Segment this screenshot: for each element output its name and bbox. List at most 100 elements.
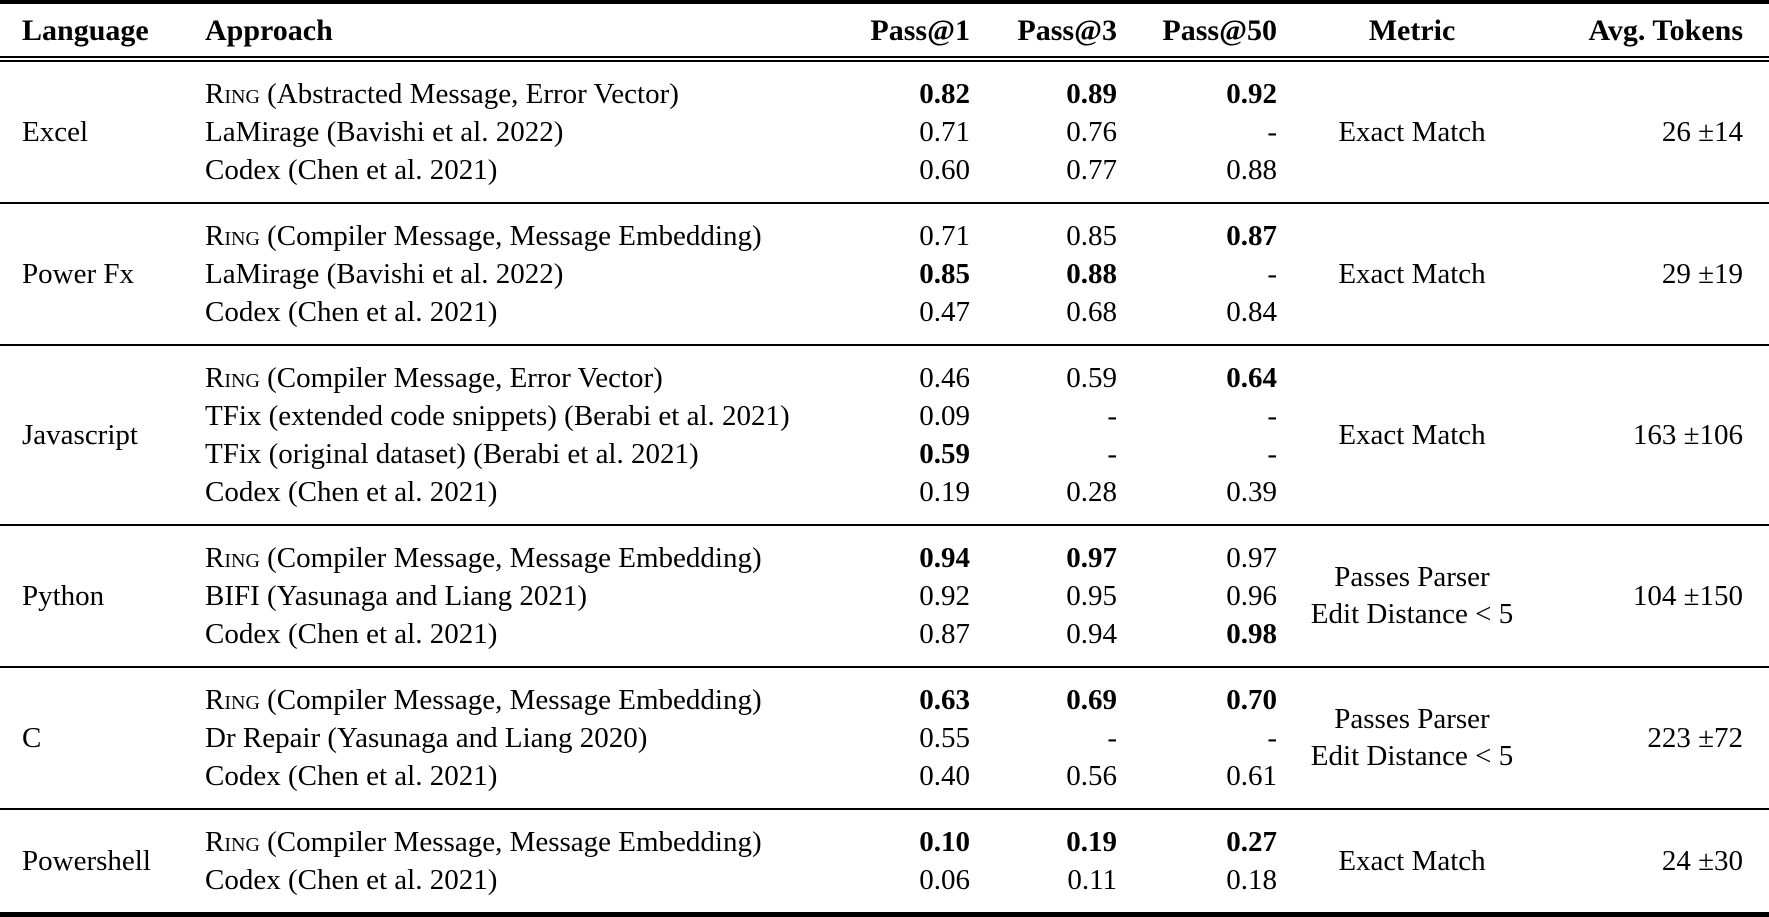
table-row: Dr Repair (Yasunaga and Liang 2020) 0.55 -… xyxy=(0,719,1769,757)
avg-tokens-cell: 26 ±14 xyxy=(1661,116,1743,148)
approach-cell: Ring (Compiler Message, Message Embeddin… xyxy=(185,202,845,255)
approach-cell: Ring (Abstracted Message, Error Vector) xyxy=(205,78,679,110)
approach-cell: Codex (Chen et al. 2021) xyxy=(205,296,498,328)
approach-cell: Ring (Compiler Message, Message Embeddin… xyxy=(185,666,845,719)
approach-cell: LaMirage (Bavishi et al. 2022) xyxy=(205,258,564,290)
table-row: Python Ring (Compiler Message, Message Em… xyxy=(0,524,1769,667)
language-cell: Excel xyxy=(22,116,89,148)
pass50-cell: 0.27 xyxy=(1117,808,1277,861)
avg-tokens-cell: 29 ±19 xyxy=(1547,202,1769,345)
approach-cell: Dr Repair (Yasunaga and Liang 2020) xyxy=(205,722,648,754)
table-row: Excel Ring (Abstracted Message, Error Vec… xyxy=(0,59,1769,148)
pass50-cell: - xyxy=(1267,116,1277,148)
language-cell: C xyxy=(0,666,185,809)
table-row: TFix (original dataset) (Berabi et al. 2… xyxy=(0,435,1769,473)
pass3-cell: 0.89 xyxy=(1066,78,1117,110)
pass1-cell: 0.92 xyxy=(919,580,970,612)
pass50-cell: 0.87 xyxy=(1117,202,1277,255)
pass1-cell: 0.82 xyxy=(919,78,970,110)
metric-cell: Exact Match xyxy=(1277,202,1547,345)
approach-cell: LaMirage (Bavishi et al. 2022) xyxy=(205,116,564,148)
pass1-cell: 0.40 xyxy=(919,760,970,792)
approach-cell: TFix (extended code snippets) (Berabi et… xyxy=(205,400,790,432)
approach-cell: Ring (Compiler Message, Message Embeddin… xyxy=(185,524,845,577)
approach-name-smallcaps: Ring xyxy=(205,826,260,858)
pass3-cell: 0.56 xyxy=(1066,760,1117,792)
avg-tokens-cell: 223 ±72 xyxy=(1547,666,1769,809)
pass1-cell: 0.19 xyxy=(919,476,970,508)
table-row: Codex (Chen et al. 2021) 0.47 0.68 0.84 xyxy=(0,293,1769,345)
metric-cell: Passes Parser Edit Distance < 5 xyxy=(1277,666,1547,809)
pass1-cell: 0.09 xyxy=(919,400,970,432)
language-cell: Python xyxy=(0,524,185,667)
table-body: Excel Ring (Abstracted Message, Error Vec… xyxy=(0,59,1769,912)
table-row: Codex (Chen et al. 2021) 0.06 0.11 0.18 xyxy=(0,861,1769,912)
pass3-cell: - xyxy=(1107,400,1117,432)
pass50-cell: 0.64 xyxy=(1117,344,1277,397)
column-header-pass1: Pass@1 xyxy=(845,4,970,62)
language-cell: Javascript xyxy=(0,344,185,525)
column-header-avg-tokens: Avg. Tokens xyxy=(1547,4,1769,62)
table-row: Codex (Chen et al. 2021) 0.19 0.28 0.39 xyxy=(0,473,1769,525)
approach-name-smallcaps: Ring xyxy=(205,78,260,110)
pass3-cell: 0.97 xyxy=(970,524,1117,577)
column-header-pass50: Pass@50 xyxy=(1117,4,1277,62)
table-row: Power Fx Ring (Compiler Message, Message … xyxy=(0,202,1769,345)
pass50-cell: 0.92 xyxy=(1226,78,1277,110)
pass1-cell: 0.71 xyxy=(845,202,970,255)
pass50-cell: 0.18 xyxy=(1226,864,1277,896)
approach-name-smallcaps: Ring xyxy=(205,220,260,252)
table-row: Codex (Chen et al. 2021) 0.87 0.94 0.98 xyxy=(0,615,1769,667)
table-row: LaMirage (Bavishi et al. 2022) 0.85 0.88 - xyxy=(0,255,1769,293)
approach-cell: BIFI (Yasunaga and Liang 2021) xyxy=(205,580,588,612)
approach-cell: Ring (Compiler Message, Message Embeddin… xyxy=(185,808,845,861)
pass3-cell: 0.28 xyxy=(1066,476,1117,508)
table-row: Codex (Chen et al. 2021) 0.60 0.77 0.88 xyxy=(0,151,1769,203)
table-row: Codex (Chen et al. 2021) 0.40 0.56 0.61 xyxy=(0,757,1769,809)
pass3-cell: 0.11 xyxy=(1067,864,1117,896)
language-cell: Powershell xyxy=(0,808,185,912)
avg-tokens-cell: 24 ±30 xyxy=(1547,808,1769,912)
pass3-cell: 0.59 xyxy=(970,344,1117,397)
pass1-cell: 0.46 xyxy=(845,344,970,397)
pass50-cell: 0.84 xyxy=(1226,296,1277,328)
table-row: BIFI (Yasunaga and Liang 2021) 0.92 0.95 0.… xyxy=(0,577,1769,615)
approach-cell: Codex (Chen et al. 2021) xyxy=(205,476,498,508)
table-row: LaMirage (Bavishi et al. 2022) 0.71 0.76 - xyxy=(0,113,1769,151)
pass50-cell: 0.61 xyxy=(1226,760,1277,792)
language-cell: Power Fx xyxy=(0,202,185,345)
approach-cell: TFix (original dataset) (Berabi et al. 2… xyxy=(205,438,699,470)
column-header-approach: Approach xyxy=(185,4,845,62)
approach-cell: Codex (Chen et al. 2021) xyxy=(205,154,498,186)
pass50-cell: - xyxy=(1267,258,1277,290)
avg-tokens-cell: 163 ±106 xyxy=(1547,344,1769,525)
pass1-cell: 0.60 xyxy=(919,154,970,186)
metric-cell: Exact Match xyxy=(1277,808,1547,912)
metric-cell: Exact Match xyxy=(1338,115,1486,148)
approach-name-smallcaps: Ring xyxy=(205,684,260,716)
approach-cell: Codex (Chen et al. 2021) xyxy=(205,760,498,792)
pass3-cell: 0.69 xyxy=(970,666,1117,719)
header-row: Language Approach Pass@1 Pass@3 Pass@50 … xyxy=(0,4,1769,62)
column-header-language: Language xyxy=(0,4,185,62)
pass3-cell: - xyxy=(1107,722,1117,754)
avg-tokens-cell: 104 ±150 xyxy=(1547,524,1769,667)
pass50-cell: - xyxy=(1267,400,1277,432)
column-header-metric: Metric xyxy=(1277,4,1547,62)
approach-cell: Codex (Chen et al. 2021) xyxy=(205,618,498,650)
pass1-cell: 0.94 xyxy=(845,524,970,577)
pass3-cell: 0.88 xyxy=(1066,258,1117,290)
pass1-cell: 0.63 xyxy=(845,666,970,719)
column-header-pass3: Pass@3 xyxy=(970,4,1117,62)
pass3-cell: 0.68 xyxy=(1066,296,1117,328)
pass1-cell: 0.85 xyxy=(919,258,970,290)
pass1-cell: 0.47 xyxy=(919,296,970,328)
pass3-cell: 0.95 xyxy=(1066,580,1117,612)
pass50-cell: 0.98 xyxy=(1226,618,1277,650)
pass50-cell: 0.88 xyxy=(1226,154,1277,186)
pass50-cell: 0.96 xyxy=(1226,580,1277,612)
table-row: C Ring (Compiler Message, Message Embeddi… xyxy=(0,666,1769,809)
results-table: Language Approach Pass@1 Pass@3 Pass@50 … xyxy=(0,4,1769,912)
